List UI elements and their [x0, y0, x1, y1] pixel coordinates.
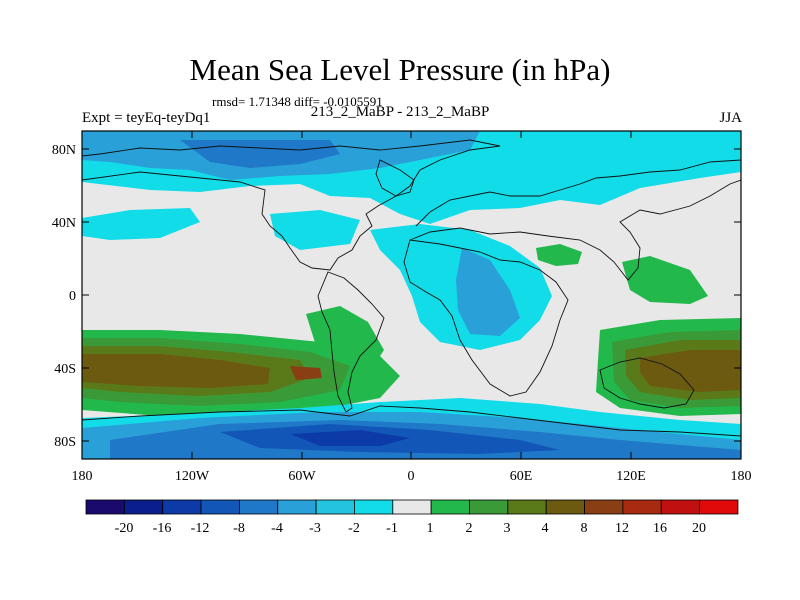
colorbar-label: -4: [271, 521, 283, 536]
colorbar-box: [162, 499, 202, 515]
colorbar-box: [315, 499, 355, 515]
field-asia-green: [536, 244, 582, 266]
subtitle: 213_2_MaBP - 213_2_MaBP: [310, 104, 490, 120]
colorbar-label: -2: [348, 521, 360, 536]
colorbar-box: [584, 499, 624, 515]
field-wpac-green: [622, 256, 708, 304]
colorbar-label: 16: [653, 521, 667, 536]
colorbar-boxes: [85, 499, 739, 515]
field-atlantic-core: [456, 248, 520, 336]
field-south-pos4-east: [640, 350, 741, 392]
colorbar-box: [469, 499, 509, 515]
colorbar-box: [660, 499, 700, 515]
stats-line: rmsd= 1.71348 diff= -0.0105591: [212, 94, 383, 109]
lat-label-40s: 40S: [54, 362, 76, 377]
colorbar-label: 3: [504, 521, 511, 536]
field-north-cyan-east: [500, 131, 741, 164]
longitude-labels: 180 120W 60W 0 60E 120E 180: [72, 469, 752, 484]
colorbar-label: 2: [466, 521, 473, 536]
field-pacific-blob: [82, 208, 200, 240]
lon-label-180-east: 180: [731, 469, 752, 484]
coast-south-america: [317, 271, 385, 413]
coast-eurasia: [409, 159, 741, 281]
lon-label-0: 0: [408, 469, 415, 484]
colorbar-box: [354, 499, 394, 515]
lat-label-40n: 40N: [52, 216, 76, 231]
colorbar-box: [85, 499, 125, 515]
colorbar-label: 12: [615, 521, 629, 536]
field-east-pacific-blob: [270, 210, 360, 250]
colorbar-box: [392, 499, 432, 515]
colorbar-label: -3: [309, 521, 321, 536]
colorbar-box: [200, 499, 240, 515]
field-south-pos8: [290, 366, 322, 380]
colorbar-box: [507, 499, 547, 515]
colorbar-label: 20: [692, 521, 706, 536]
coast-antarctica: [82, 405, 741, 437]
field-north-core-inner: [180, 140, 340, 168]
colorbar-label: 1: [427, 521, 434, 536]
coast-africa: [403, 239, 569, 397]
lon-label-180-west: 180: [72, 469, 93, 484]
colorbar-label: -8: [233, 521, 245, 536]
experiment-label: Expt = teyEq-teyDq1: [82, 110, 211, 126]
lon-label-120w: 120W: [175, 469, 210, 484]
colorbar-box: [277, 499, 317, 515]
colorbar-label: 8: [581, 521, 588, 536]
colorbar-box: [545, 499, 585, 515]
pressure-field: [82, 131, 741, 459]
colorbar-box: [238, 499, 279, 515]
lat-label-0: 0: [69, 289, 76, 304]
colorbar-label: -16: [153, 521, 172, 536]
coast-greenland: [375, 159, 415, 197]
lon-label-60w: 60W: [288, 469, 316, 484]
lon-label-120e: 120E: [616, 469, 646, 484]
colorbar-labels: -20 -16 -12 -8 -4 -3 -2 -1 1 2 3 4 8 12 …: [115, 521, 706, 536]
coast-north-america: [82, 139, 501, 271]
lon-label-60e: 60E: [510, 469, 533, 484]
colorbar-box: [622, 499, 662, 515]
longitude-axis: [191, 131, 632, 459]
colorbar-label: -1: [386, 521, 398, 536]
colorbar-label: -12: [191, 521, 210, 536]
colorbar-box: [699, 499, 739, 515]
coast-australia: [599, 357, 695, 409]
colorbar-box: [123, 499, 164, 515]
lat-label-80s: 80S: [54, 435, 76, 450]
colorbar-label: 4: [542, 521, 549, 536]
field-south-neg8: [290, 430, 410, 446]
lat-label-80n: 80N: [52, 143, 76, 158]
colorbar-label: -20: [115, 521, 134, 536]
colorbar-box: [430, 499, 470, 515]
season-label: JJA: [719, 110, 742, 126]
colorbar: -20 -16 -12 -8 -4 -3 -2 -1 1 2 3 4 8 12 …: [85, 499, 739, 536]
latitude-labels: 80N 40N 0 40S 80S: [52, 143, 76, 450]
map-title: Mean Sea Level Pressure (in hPa): [189, 52, 611, 87]
latitude-axis: [82, 148, 741, 442]
coastlines: [82, 139, 741, 437]
field-south-pos4: [82, 354, 270, 388]
